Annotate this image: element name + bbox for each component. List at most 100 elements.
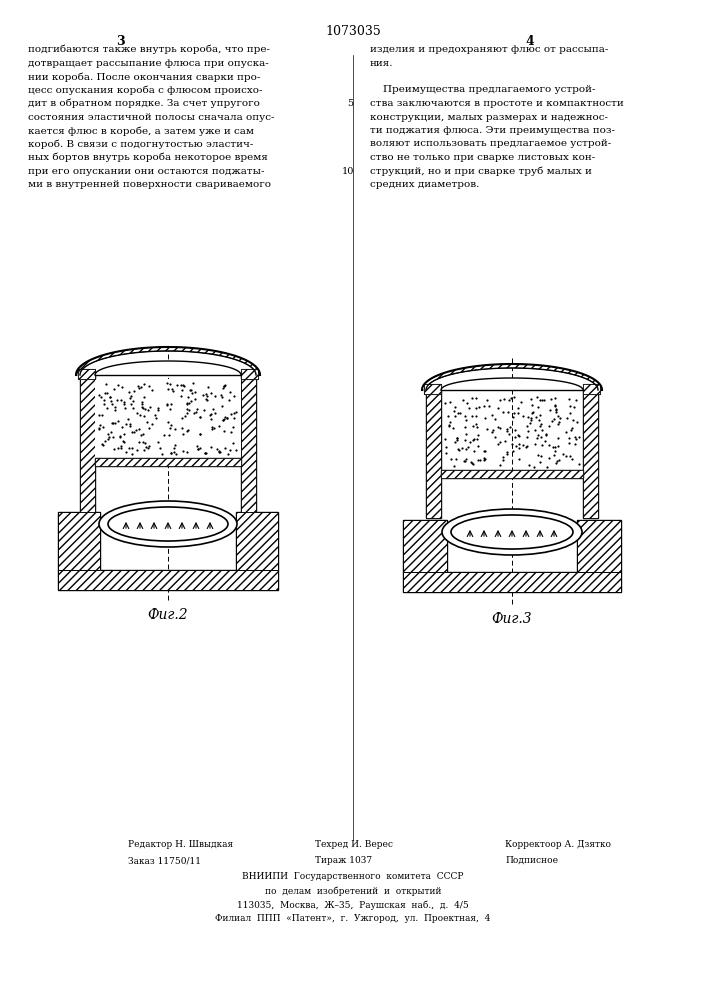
Point [105, 393, 116, 409]
Point [199, 445, 210, 461]
Point [168, 444, 180, 460]
Point [532, 389, 543, 405]
Point [163, 381, 174, 397]
Point [184, 402, 195, 418]
Bar [241, 369, 258, 379]
Point [228, 435, 239, 451]
Point [130, 422, 141, 438]
Bar [424, 384, 441, 394]
Point [206, 421, 218, 437]
Point [470, 416, 481, 432]
Point [216, 389, 228, 405]
Point [197, 387, 208, 403]
Point [163, 427, 175, 443]
Point [150, 407, 161, 423]
Text: при его опускании они остаются поджаты-: при его опускании они остаются поджаты- [28, 166, 264, 176]
Point [492, 436, 503, 452]
Point [460, 451, 472, 467]
Point [192, 401, 203, 417]
Point [520, 439, 532, 455]
Point [495, 420, 506, 436]
Point [230, 442, 242, 458]
Point [548, 411, 559, 427]
Point [93, 387, 105, 403]
Bar [58, 570, 278, 590]
Point [450, 451, 462, 467]
Text: по  делам  изобретений  и  открытий: по делам изобретений и открытий [264, 886, 441, 896]
Ellipse shape [99, 501, 237, 547]
Point [451, 430, 462, 446]
Point [472, 431, 483, 447]
Point [550, 443, 561, 459]
Point [567, 412, 578, 428]
Point [135, 427, 146, 443]
Point [543, 418, 554, 434]
Point [554, 452, 565, 468]
Point [552, 408, 563, 424]
Point [459, 419, 470, 435]
Point [506, 436, 518, 452]
Point [528, 459, 539, 475]
Point [513, 428, 525, 444]
Point [171, 377, 182, 393]
Point [565, 448, 576, 464]
Text: 10: 10 [341, 166, 354, 176]
Point [493, 419, 504, 435]
Text: Корректоор А. Дзятко: Корректоор А. Дзятко [505, 840, 611, 849]
Ellipse shape [108, 507, 228, 541]
Point [166, 381, 177, 397]
Point [103, 429, 115, 445]
Point [118, 426, 129, 442]
Bar [58, 570, 278, 590]
Point [473, 399, 484, 415]
Bar [95, 458, 241, 466]
Point [563, 435, 575, 451]
Bar [583, 390, 598, 518]
Point [470, 400, 481, 416]
Point [561, 448, 572, 464]
Point [201, 388, 212, 404]
Polygon shape [76, 347, 260, 375]
Point [566, 420, 578, 436]
Point [161, 396, 173, 412]
Point [224, 442, 235, 458]
Point [452, 430, 463, 446]
Bar [80, 375, 95, 512]
Point [521, 429, 532, 445]
Point [202, 379, 214, 395]
Point [573, 429, 585, 445]
Point [573, 456, 585, 472]
Point [95, 417, 106, 433]
Point [133, 421, 144, 437]
Point [453, 442, 464, 458]
Point [479, 443, 491, 459]
Bar [583, 384, 600, 394]
Bar [236, 512, 278, 570]
Point [443, 417, 455, 433]
Point [124, 390, 135, 406]
Point [143, 402, 154, 418]
Text: 5: 5 [347, 99, 353, 108]
Point [467, 456, 479, 472]
Point [192, 441, 204, 457]
Text: средних диаметров.: средних диаметров. [370, 180, 479, 189]
Point [536, 392, 547, 408]
Text: ство не только при сварке листовых кон-: ство не только при сварке листовых кон- [370, 153, 595, 162]
Text: Фиг.3: Фиг.3 [491, 612, 532, 626]
Point [525, 412, 536, 428]
Point [200, 391, 211, 407]
Point [181, 396, 192, 412]
Point [124, 418, 136, 434]
Point [494, 457, 506, 473]
Point [534, 418, 546, 434]
Point [472, 427, 484, 443]
Point [209, 405, 220, 421]
Bar [241, 375, 256, 512]
Point [478, 452, 489, 468]
Point [164, 376, 175, 392]
Point [230, 404, 242, 420]
Text: ния.: ния. [370, 58, 394, 68]
Point [129, 383, 140, 399]
Point [513, 405, 524, 421]
Point [445, 451, 456, 467]
